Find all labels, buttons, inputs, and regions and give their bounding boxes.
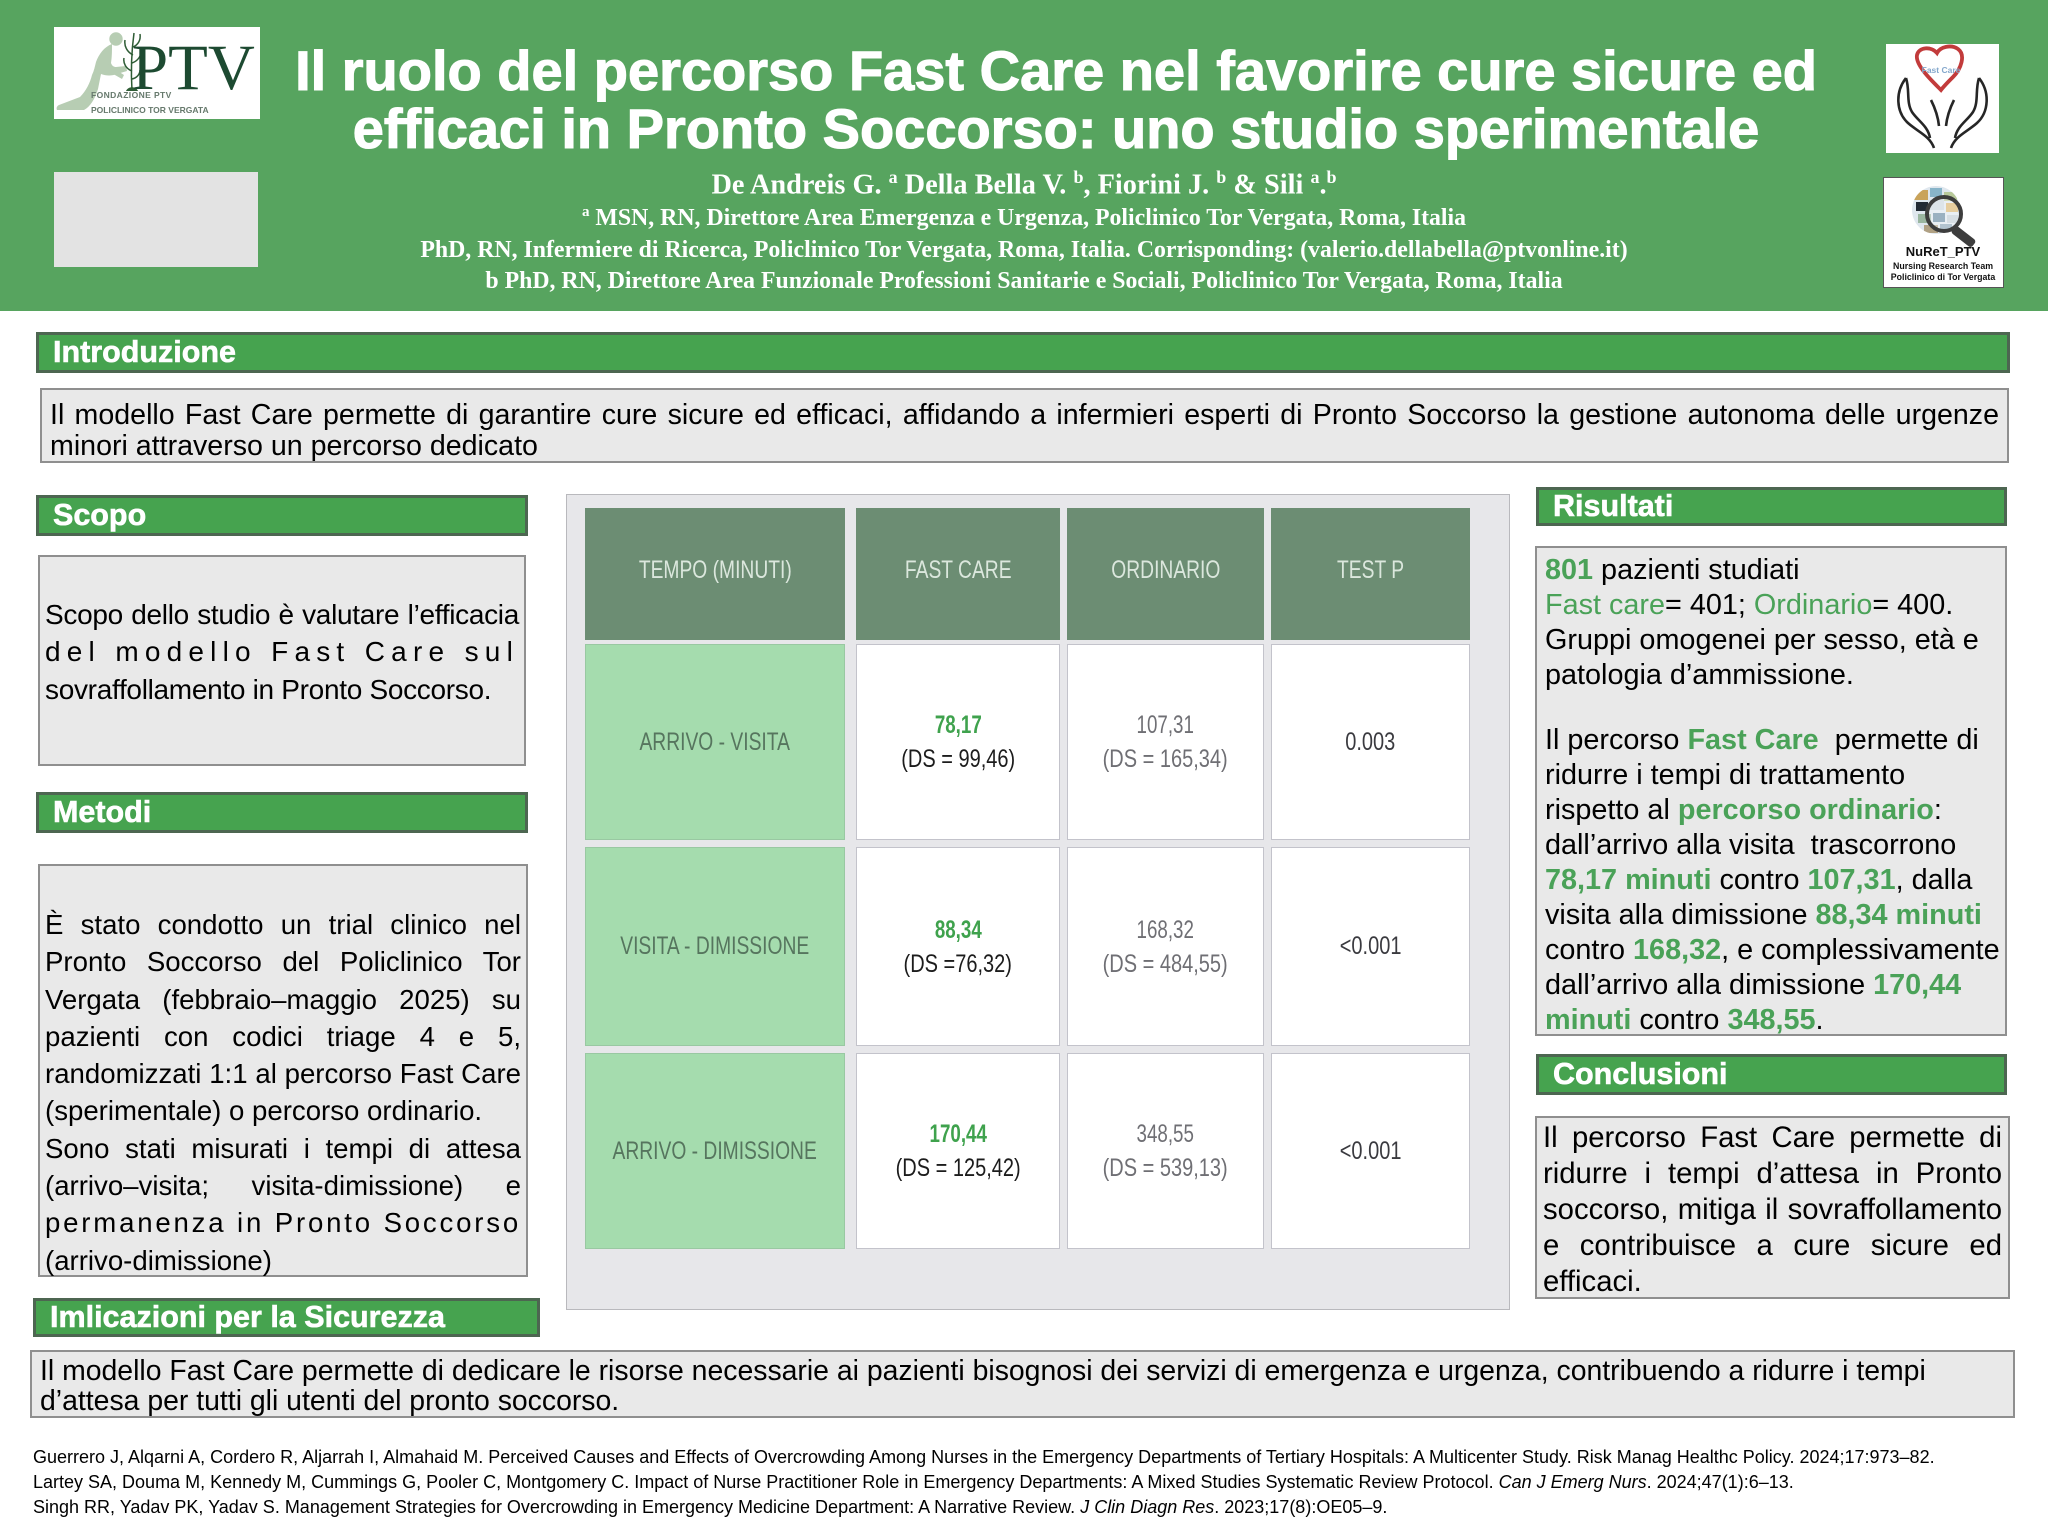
svg-text:Nursing Research Team: Nursing Research Team: [1893, 261, 1993, 271]
svg-text:Policlinico di Tor Vergata: Policlinico di Tor Vergata: [1891, 272, 1996, 282]
svg-text:Fast Care: Fast Care: [1922, 65, 1961, 75]
svg-text:FONDAZIONE PTV: FONDAZIONE PTV: [91, 90, 172, 100]
svg-text:NuReT_PTV: NuReT_PTV: [1906, 244, 1981, 259]
svg-text:PTV: PTV: [132, 32, 255, 104]
svg-text:POLICLINICO TOR VERGATA: POLICLINICO TOR VERGATA: [91, 105, 209, 115]
